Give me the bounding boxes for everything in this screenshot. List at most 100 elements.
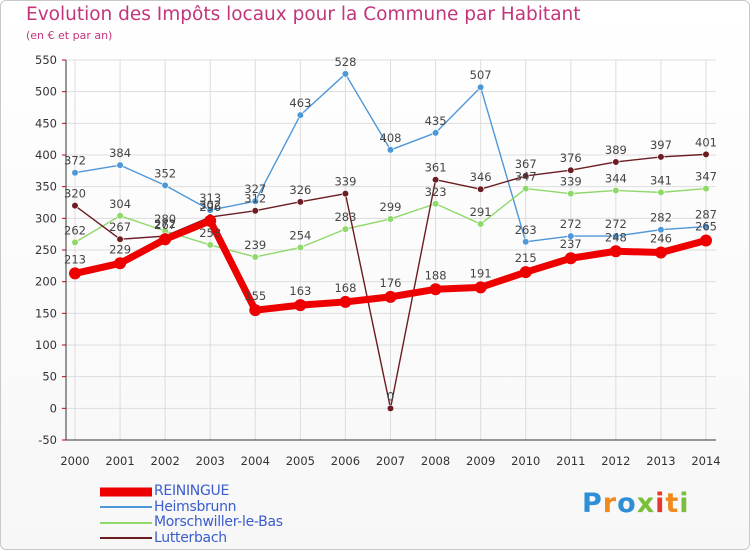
data-label: 239 (244, 238, 266, 252)
data-label: 507 (470, 68, 492, 82)
data-point (114, 257, 127, 270)
logo-letter: t (665, 488, 680, 519)
data-label: 265 (695, 220, 717, 234)
legend-swatch (100, 537, 152, 540)
y-tick-label: 200 (35, 275, 57, 289)
chart-subtitle: (en € et par an) (26, 29, 113, 42)
y-tick-label: -50 (38, 433, 57, 447)
data-point (654, 246, 667, 259)
data-label: 246 (650, 232, 672, 246)
data-label: 163 (289, 284, 311, 298)
logo-letter: x (636, 488, 656, 519)
x-tick-label: 2000 (60, 454, 89, 468)
data-point (206, 241, 214, 249)
data-label: 352 (154, 166, 176, 180)
data-label: 237 (560, 237, 582, 251)
data-point (296, 243, 304, 252)
y-tick-label: 150 (35, 306, 57, 320)
axis-layer: -50 0 50 100 150 200 250 300 350 400 450 500 550 2000… (35, 53, 721, 468)
data-point (477, 220, 485, 228)
legend-label: Lutterbach (154, 529, 227, 546)
data-point (386, 215, 395, 223)
data-label: 282 (650, 211, 672, 225)
x-tick-label: 2005 (286, 454, 315, 468)
y-tick-label: 300 (35, 211, 57, 225)
data-point (116, 212, 124, 220)
data-label: 339 (334, 175, 356, 189)
y-tick-label: 400 (35, 148, 57, 162)
data-label: 408 (380, 131, 402, 145)
data-point (474, 281, 487, 294)
data-label: 263 (515, 223, 537, 237)
data-point (116, 161, 124, 169)
data-label: 384 (109, 146, 131, 160)
data-label: 258 (199, 226, 221, 240)
data-point (429, 283, 442, 296)
data-label: 339 (560, 175, 582, 189)
y-tick-label: 50 (42, 370, 57, 384)
data-label: 272 (605, 217, 627, 231)
data-label: 283 (334, 210, 356, 224)
data-point (431, 176, 440, 184)
logo-letter: i (679, 488, 690, 519)
y-tick-label: 500 (35, 85, 57, 99)
data-label: 367 (515, 157, 537, 171)
data-point (612, 232, 620, 240)
data-point (71, 202, 79, 210)
data-label: 435 (425, 114, 447, 128)
x-tick-label: 2004 (241, 454, 270, 468)
data-point (477, 185, 485, 193)
data-label: 291 (470, 205, 492, 219)
data-label: 0 (387, 389, 394, 403)
data-label: 344 (605, 171, 627, 185)
data-point (296, 111, 304, 119)
data-label: 296 (199, 200, 221, 214)
data-label: 528 (334, 55, 356, 69)
data-point (431, 200, 440, 208)
data-point (339, 295, 352, 308)
data-label: 248 (605, 230, 627, 244)
data-point (71, 238, 79, 246)
data-label: 372 (64, 154, 86, 168)
legend-swatch (100, 506, 152, 509)
chart-title: Evolution des Impôts locaux pour la Comm… (26, 4, 581, 25)
y-tick-label: 350 (35, 180, 57, 194)
data-point (296, 198, 304, 206)
logo-letter: i (655, 488, 666, 519)
data-point (522, 184, 530, 193)
data-label: 176 (380, 276, 402, 290)
data-point (116, 235, 124, 243)
data-label: 168 (334, 281, 356, 295)
data-point (341, 70, 350, 78)
data-point (657, 226, 665, 234)
data-point (431, 129, 440, 137)
y-tick-label: 450 (35, 116, 57, 130)
x-tick-label: 2011 (556, 454, 585, 468)
data-label: 272 (154, 217, 176, 231)
y-tick-label: 250 (35, 243, 57, 257)
legend-swatch (100, 487, 152, 497)
data-label: 299 (380, 200, 402, 214)
data-label: 262 (64, 223, 86, 237)
x-tick-label: 2003 (196, 454, 225, 468)
x-tick-label: 2006 (331, 454, 360, 468)
data-point (519, 266, 532, 279)
data-label: 327 (244, 182, 266, 196)
x-tick-label: 2012 (601, 454, 630, 468)
data-label: 389 (605, 143, 627, 157)
data-point (657, 188, 665, 196)
data-point (386, 146, 395, 154)
logo-letter: P (582, 488, 603, 519)
data-label: 188 (425, 268, 447, 282)
y-tick-label: 0 (50, 401, 57, 415)
data-point (612, 158, 620, 166)
x-tick-label: 2009 (466, 454, 495, 468)
logo-letter: o (617, 488, 637, 519)
y-tick-label: 100 (35, 338, 57, 352)
data-point (161, 181, 169, 189)
data-label: 254 (289, 228, 311, 242)
data-point (609, 245, 622, 258)
data-point (700, 234, 712, 247)
data-point (477, 83, 485, 91)
x-tick-label: 2010 (511, 454, 540, 468)
